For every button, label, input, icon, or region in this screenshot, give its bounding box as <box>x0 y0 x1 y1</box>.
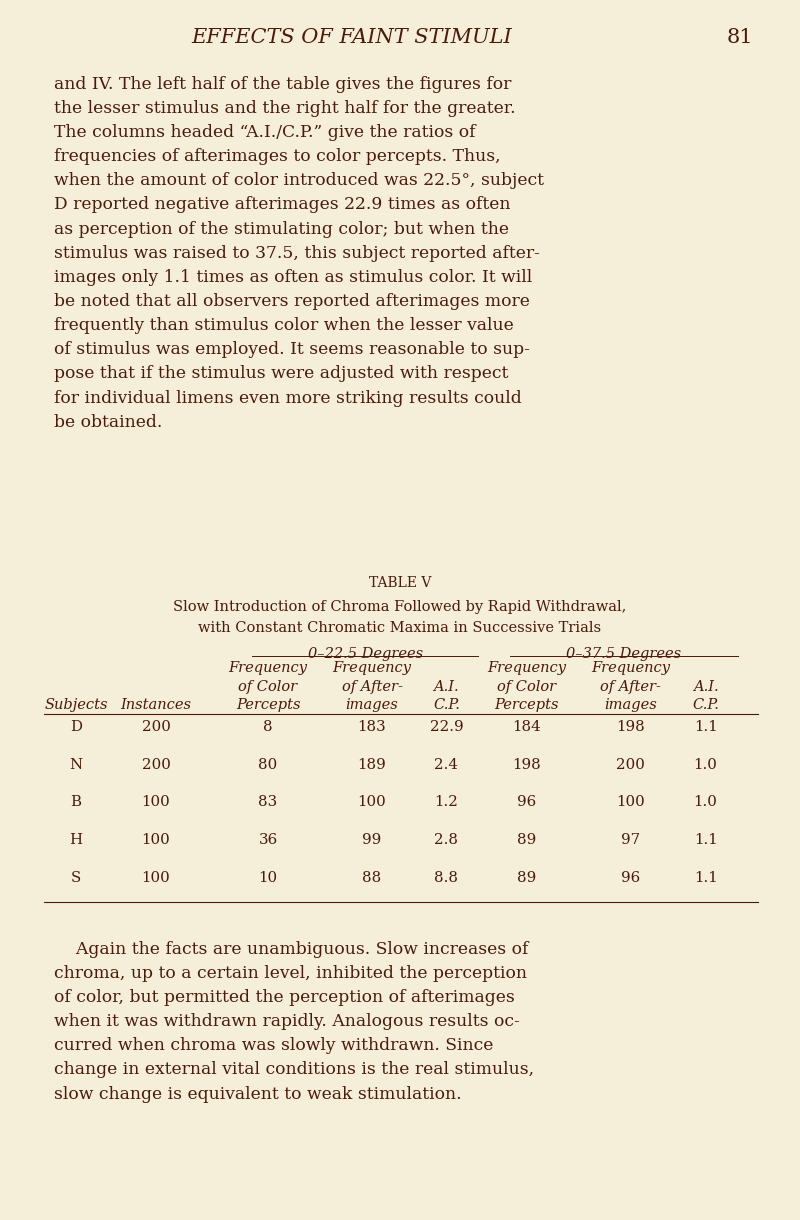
Text: 200: 200 <box>142 758 170 771</box>
Text: 100: 100 <box>142 833 170 847</box>
Text: Frequency: Frequency <box>333 661 411 675</box>
Text: 8.8: 8.8 <box>434 871 458 884</box>
Text: 2.8: 2.8 <box>434 833 458 847</box>
Text: 96: 96 <box>517 795 536 809</box>
Text: EFFECTS OF FAINT STIMULI: EFFECTS OF FAINT STIMULI <box>192 28 512 48</box>
Text: 8: 8 <box>263 720 273 733</box>
Text: of Color: of Color <box>497 680 556 693</box>
Text: 189: 189 <box>358 758 386 771</box>
Text: Frequency: Frequency <box>487 661 566 675</box>
Text: 1.1: 1.1 <box>694 833 718 847</box>
Text: 200: 200 <box>142 720 170 733</box>
Text: N: N <box>70 758 82 771</box>
Text: Frequency: Frequency <box>591 661 670 675</box>
Text: Percepts: Percepts <box>236 698 300 711</box>
Text: B: B <box>70 795 82 809</box>
Text: 1.2: 1.2 <box>434 795 458 809</box>
Text: of After-: of After- <box>342 680 402 693</box>
Text: 100: 100 <box>142 871 170 884</box>
Text: 83: 83 <box>258 795 278 809</box>
Text: images: images <box>346 698 398 711</box>
Text: 10: 10 <box>258 871 278 884</box>
Text: 88: 88 <box>362 871 382 884</box>
Text: Percepts: Percepts <box>494 698 558 711</box>
Text: Slow Introduction of Chroma Followed by Rapid Withdrawal,: Slow Introduction of Chroma Followed by … <box>174 600 626 614</box>
Text: Subjects: Subjects <box>44 698 108 711</box>
Text: 2.4: 2.4 <box>434 758 458 771</box>
Text: Again the facts are unambiguous. Slow increases of
chroma, up to a certain level: Again the facts are unambiguous. Slow in… <box>54 941 534 1103</box>
Text: of After-: of After- <box>600 680 661 693</box>
Text: 99: 99 <box>362 833 382 847</box>
Text: C.P.: C.P. <box>433 698 460 711</box>
Text: 1.0: 1.0 <box>694 795 718 809</box>
Text: 96: 96 <box>621 871 640 884</box>
Text: A.I.: A.I. <box>434 680 459 693</box>
Text: 81: 81 <box>726 28 754 48</box>
Text: 1.1: 1.1 <box>694 871 718 884</box>
Text: TABLE V: TABLE V <box>369 576 431 589</box>
Text: 97: 97 <box>621 833 640 847</box>
Text: 184: 184 <box>512 720 541 733</box>
Text: 89: 89 <box>517 871 536 884</box>
Text: D: D <box>70 720 82 733</box>
Text: 22.9: 22.9 <box>430 720 463 733</box>
Text: 0–22.5 Degrees: 0–22.5 Degrees <box>308 647 422 660</box>
Text: 198: 198 <box>616 720 645 733</box>
Text: Instances: Instances <box>121 698 191 711</box>
Text: 80: 80 <box>258 758 278 771</box>
Text: C.P.: C.P. <box>692 698 719 711</box>
Text: with Constant Chromatic Maxima in Successive Trials: with Constant Chromatic Maxima in Succes… <box>198 621 602 634</box>
Text: 198: 198 <box>512 758 541 771</box>
Text: H: H <box>70 833 82 847</box>
Text: S: S <box>71 871 81 884</box>
Text: 0–37.5 Degrees: 0–37.5 Degrees <box>566 647 682 660</box>
Text: 100: 100 <box>616 795 645 809</box>
Text: images: images <box>604 698 657 711</box>
Text: 200: 200 <box>616 758 645 771</box>
Text: and IV. The left half of the table gives the figures for
the lesser stimulus and: and IV. The left half of the table gives… <box>54 76 544 431</box>
Text: 1.0: 1.0 <box>694 758 718 771</box>
Text: 1.1: 1.1 <box>694 720 718 733</box>
Text: 89: 89 <box>517 833 536 847</box>
Text: 100: 100 <box>142 795 170 809</box>
Text: of Color: of Color <box>238 680 298 693</box>
Text: 36: 36 <box>258 833 278 847</box>
Text: A.I.: A.I. <box>693 680 718 693</box>
Text: 100: 100 <box>358 795 386 809</box>
Text: 183: 183 <box>358 720 386 733</box>
Text: Frequency: Frequency <box>229 661 307 675</box>
